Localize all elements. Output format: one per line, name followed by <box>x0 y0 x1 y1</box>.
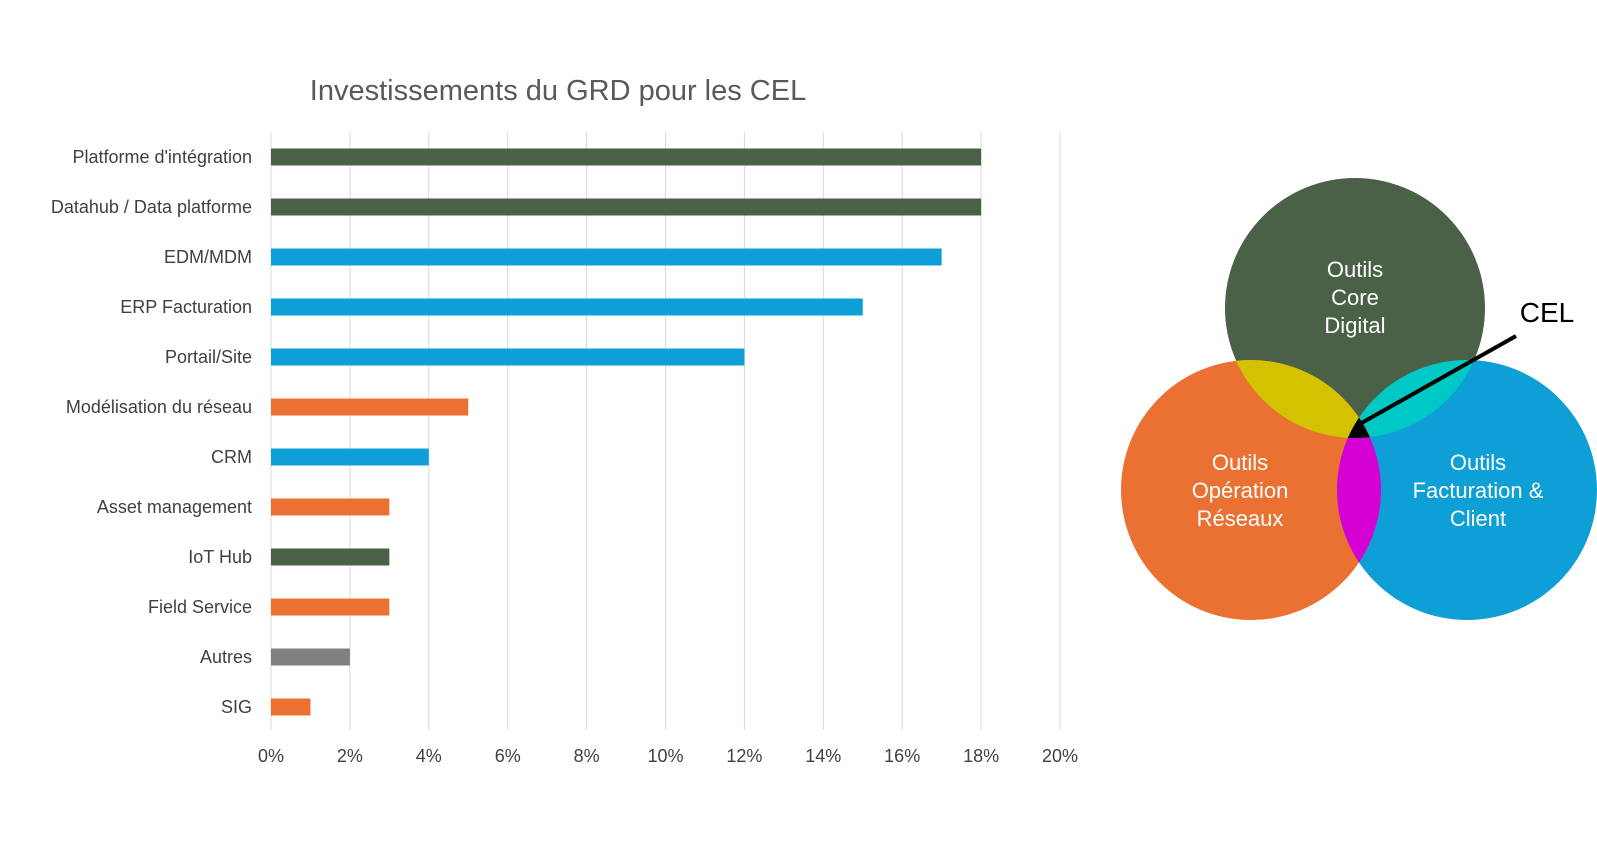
venn-core-line-1: Outils <box>1327 257 1383 282</box>
venn-core-line-3: Digital <box>1324 313 1385 338</box>
venn-core-line-2: Core <box>1331 285 1379 310</box>
bar <box>271 498 390 516</box>
bar <box>271 398 469 416</box>
x-tick-label: 8% <box>574 746 600 766</box>
bar <box>271 348 745 366</box>
x-tick-label: 4% <box>416 746 442 766</box>
venn-overlap-core-operations <box>1225 360 1381 438</box>
grid <box>270 132 1061 730</box>
x-tick-labels: 0% 2% 4% 6% 8% 10% 12% 14% 16% 18% 20% <box>258 746 1078 766</box>
venn-billing-line-1: Outils <box>1450 450 1506 475</box>
category-label: Modélisation du réseau <box>66 397 252 417</box>
venn-billing-line-2: Facturation & <box>1413 478 1544 503</box>
bar <box>271 198 982 216</box>
category-label: Field Service <box>148 597 252 617</box>
x-tick-label: 18% <box>963 746 999 766</box>
x-tick-label: 0% <box>258 746 284 766</box>
category-label: Datahub / Data platforme <box>51 197 252 217</box>
chart-title: Investissements du GRD pour les CEL <box>310 75 806 107</box>
bar <box>271 648 350 666</box>
category-label: SIG <box>221 697 252 717</box>
x-tick-label: 12% <box>726 746 762 766</box>
venn-billing-line-3: Client <box>1450 506 1506 531</box>
category-label: CRM <box>211 447 252 467</box>
x-tick-label: 16% <box>884 746 920 766</box>
venn-diagram: Outils Core Digital Outils Opération Rés… <box>1121 178 1597 620</box>
x-tick-label: 14% <box>805 746 841 766</box>
category-label: EDM/MDM <box>164 247 252 267</box>
bars <box>271 148 982 716</box>
venn-overlap-core-billing <box>1337 360 1485 438</box>
category-label: Portail/Site <box>165 347 252 367</box>
category-label: Asset management <box>97 497 252 517</box>
cel-pointer-line <box>1357 334 1517 427</box>
category-label: Autres <box>200 647 252 667</box>
bar <box>271 298 863 316</box>
bar <box>271 598 390 616</box>
x-tick-label: 2% <box>337 746 363 766</box>
venn-operations-line-3: Réseaux <box>1197 506 1284 531</box>
bar <box>271 448 429 466</box>
bar <box>271 148 982 166</box>
x-tick-label: 6% <box>495 746 521 766</box>
cel-label: CEL <box>1520 297 1574 328</box>
bar <box>271 698 311 716</box>
category-label: ERP Facturation <box>120 297 252 317</box>
bar <box>271 248 942 266</box>
category-label: IoT Hub <box>188 547 252 567</box>
x-tick-label: 10% <box>647 746 683 766</box>
bar <box>271 548 390 566</box>
category-label: Platforme d'intégration <box>72 147 252 167</box>
venn-operations-line-2: Opération <box>1192 478 1289 503</box>
venn-operations-line-1: Outils <box>1212 450 1268 475</box>
category-labels: Platforme d'intégration Datahub / Data pl… <box>51 147 252 717</box>
x-tick-label: 20% <box>1042 746 1078 766</box>
